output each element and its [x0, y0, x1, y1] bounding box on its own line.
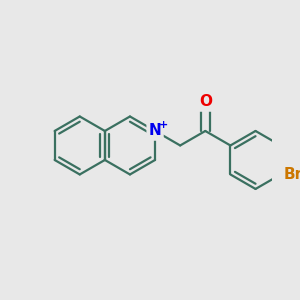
Text: N: N — [149, 124, 161, 139]
Text: Br: Br — [284, 167, 300, 182]
Text: +: + — [159, 120, 168, 130]
Text: O: O — [199, 94, 212, 110]
